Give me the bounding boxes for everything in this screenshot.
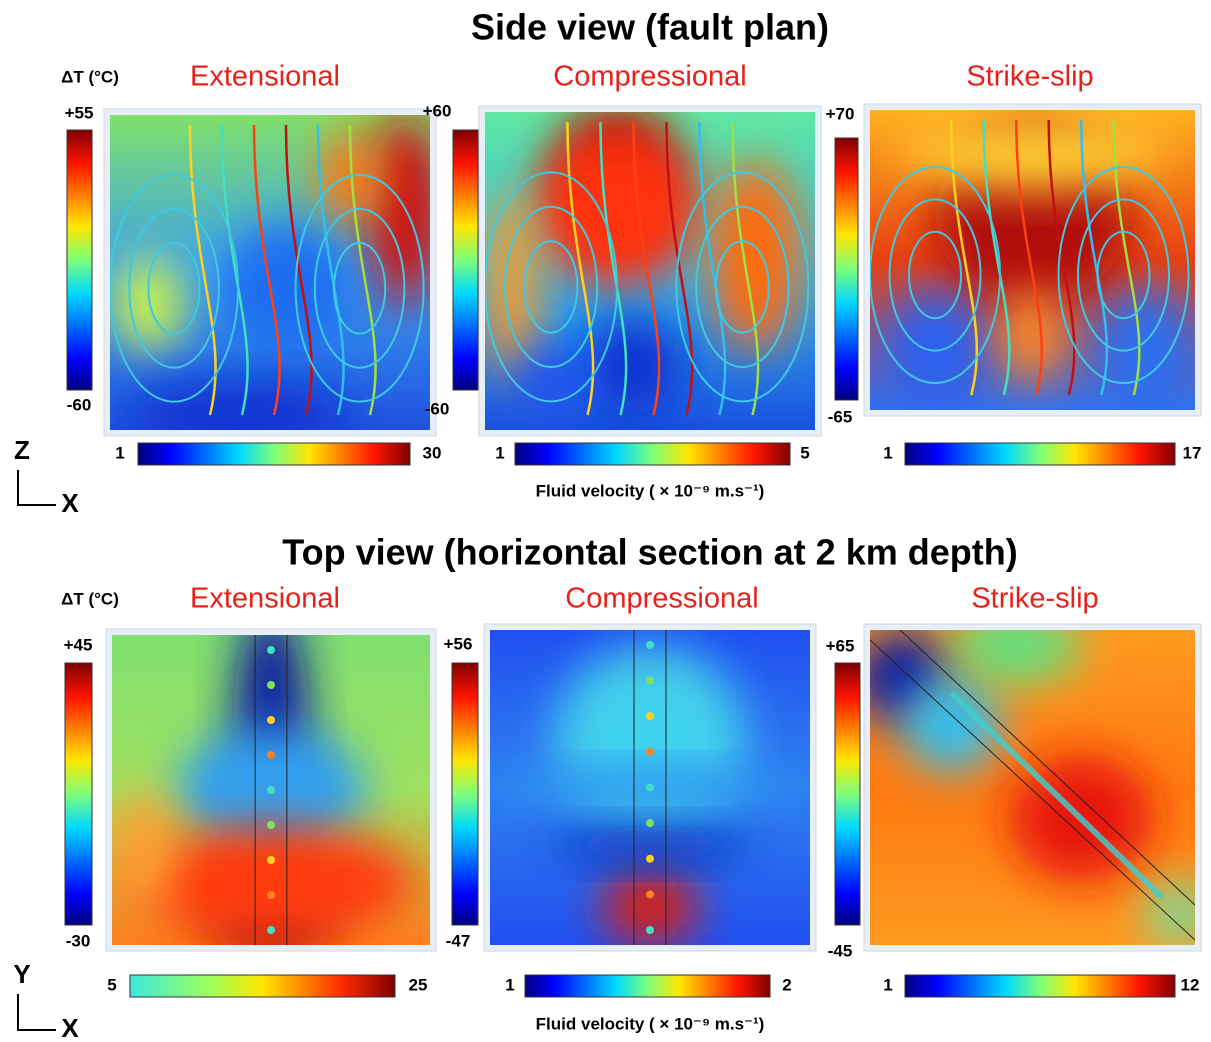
velocity-colorbar [905,443,1175,465]
tracer [646,677,654,685]
figure-body: Side view (fault plan) ΔT (°C) Fluid veloc… [13,7,1211,1042]
tracer [646,819,654,827]
temperature-min: -60 [67,395,92,414]
velocity-colorbar [130,975,395,997]
field-blob [951,608,1081,684]
temperature-colorbar [65,663,92,925]
velocity-max: 25 [409,975,428,994]
panel-label: Extensional [190,61,340,93]
field-blob [903,119,1163,191]
panel: Extensional +55 -60 1 30 [65,61,443,465]
velocity-colorbar [525,975,770,997]
temperature-max: +65 [826,636,855,655]
temperature-colorbar [835,138,858,400]
tracer [267,646,275,654]
temperature-max: +56 [444,634,473,653]
tracer [267,821,275,829]
tracer [646,926,654,934]
velocity-min: 1 [883,975,892,994]
tracer [267,751,275,759]
tracer [646,748,654,756]
temperature-min: -65 [828,407,853,426]
panel-label: Extensional [190,583,340,615]
field-blob [1098,290,1196,410]
temperature-max: +60 [423,101,452,120]
temperature-field [490,630,810,945]
velocity-min: 1 [505,975,514,994]
field-blob [554,646,746,835]
tracer [646,712,654,720]
tracer [267,856,275,864]
section: Side view (fault plan) ΔT (°C) Fluid veloc… [14,7,1201,518]
tracer [267,716,275,724]
panel: Strike-slip +70 -65 1 17 [826,61,1202,465]
panel: Compressional +60 -60 1 5 [423,61,821,465]
velocity-max: 30 [423,443,442,462]
temperature-min: -45 [828,941,853,960]
temperature-max: +45 [64,635,93,654]
velocity-label: Fluid velocity ( × 10⁻⁹ m.s⁻¹) [536,1014,765,1033]
axis-corner [18,994,56,1030]
velocity-colorbar [515,443,790,465]
velocity-max: 2 [782,975,791,994]
axis-horizontal: X [61,488,79,518]
tracer [646,784,654,792]
panel: Strike-slip +65 -45 1 12 [826,583,1211,997]
temperature-max: +55 [65,103,94,122]
temperature-label: ΔT (°C) [61,67,119,86]
temperature-label: ΔT (°C) [61,589,119,608]
velocity-min: 1 [495,443,504,462]
section: Top view (horizontal section at 2 km dep… [13,532,1211,1042]
panel: Compressional +56 -47 1 2 [444,583,816,997]
axis-vertical: Y [13,959,30,989]
panel-label: Strike-slip [971,583,1098,615]
field-blob [110,257,187,352]
temperature-colorbar [67,130,92,390]
temperature-field [112,604,430,957]
tracer [646,890,654,898]
temperature-field [870,110,1195,410]
temperature-min: -60 [425,399,450,418]
axis-vertical: Z [14,435,30,465]
velocity-min: 1 [883,443,892,462]
velocity-min: 5 [107,975,116,994]
axis-corner [18,470,56,505]
velocity-colorbar [905,975,1175,997]
temperature-colorbar [835,663,860,925]
temperature-field [485,106,815,430]
figure: Side view (fault plan) ΔT (°C) Fluid veloc… [0,0,1211,1042]
velocity-colorbar [138,443,410,465]
temperature-max: +70 [826,104,855,123]
panel: Extensional +45 -30 5 25 [64,583,436,997]
field-blob [511,351,590,415]
panel-label: Strike-slip [966,61,1093,93]
velocity-max: 12 [1181,975,1200,994]
section-title: Side view (fault plan) [471,7,829,48]
temperature-colorbar [452,663,478,925]
temperature-colorbar [453,130,478,390]
tracer [267,681,275,689]
velocity-max: 5 [800,443,809,462]
tracer [267,786,275,794]
tracer [646,855,654,863]
section-title: Top view (horizontal section at 2 km dep… [282,532,1017,573]
field-blob [112,790,176,914]
tracer [267,926,275,934]
panel-label: Compressional [565,583,758,615]
velocity-label: Fluid velocity ( × 10⁻⁹ m.s⁻¹) [536,481,765,500]
field-blob [222,225,350,351]
field-blob [485,192,538,383]
temperature-min: -47 [446,931,471,950]
axis-horizontal: X [61,1013,79,1042]
panel-label: Compressional [553,61,746,93]
velocity-max: 17 [1183,443,1202,462]
tracer [646,641,654,649]
temperature-min: -30 [66,931,91,950]
tracer [267,891,275,899]
temperature-field [110,115,443,446]
temperature-field [854,608,1211,945]
velocity-min: 1 [115,443,124,462]
